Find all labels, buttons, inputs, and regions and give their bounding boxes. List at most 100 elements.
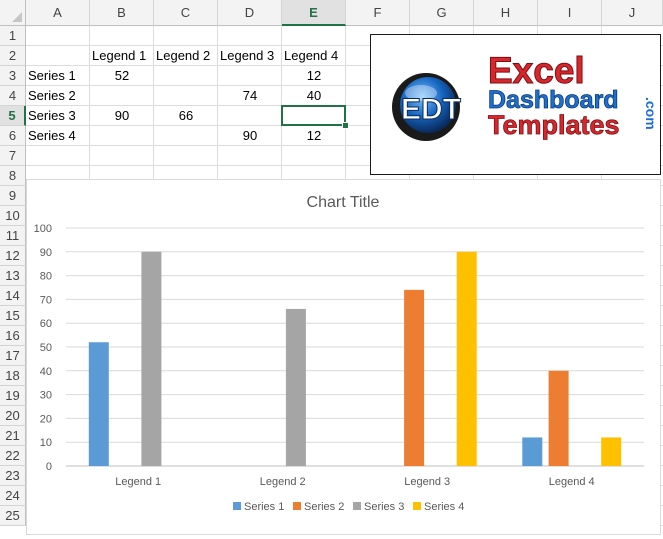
row-header-12[interactable]: 12 (0, 246, 26, 266)
column-header-h[interactable]: H (474, 0, 538, 26)
legend-swatch (353, 502, 361, 510)
row-header-5[interactable]: 5 (0, 106, 26, 126)
logo-line1: Excel (488, 50, 585, 91)
column-header-f[interactable]: F (346, 0, 410, 26)
row-header-2[interactable]: 2 (0, 46, 26, 66)
row-header-14[interactable]: 14 (0, 286, 26, 306)
row-header-4[interactable]: 4 (0, 86, 26, 106)
legend-swatch (293, 502, 301, 510)
logo-suffix: .com (643, 97, 659, 130)
logo-badge-text: EDT (401, 93, 461, 126)
legend-swatch (413, 502, 421, 510)
row-gridline (26, 45, 663, 46)
y-tick-label: 80 (40, 271, 52, 283)
logo-line3: Templates (488, 110, 620, 140)
cell-value[interactable]: 66 (178, 108, 194, 123)
y-tick-label: 10 (40, 437, 52, 449)
row-header-1[interactable]: 1 (0, 26, 26, 46)
row-header-22[interactable]: 22 (0, 446, 26, 466)
excel-dashboard-templates-logo: EDT Excel Dashboard Templates .com (392, 50, 659, 141)
logo-image[interactable]: EDT Excel Dashboard Templates .com (370, 34, 661, 175)
row-header-16[interactable]: 16 (0, 326, 26, 346)
logo-line2: Dashboard (488, 86, 619, 114)
cell-header-4[interactable]: Legend 4 (284, 48, 339, 63)
bar-series-4-legend-4 (601, 437, 622, 466)
x-tick-label: Legend 1 (115, 476, 161, 488)
cell-header-1[interactable]: Legend 1 (92, 48, 147, 63)
row-header-7[interactable]: 7 (0, 146, 26, 166)
row-header-25[interactable]: 25 (0, 506, 26, 526)
x-tick-label: Legend 3 (404, 476, 450, 488)
fill-handle[interactable] (342, 122, 349, 129)
row-gridline (26, 65, 663, 66)
column-header-i[interactable]: I (538, 0, 602, 26)
legend-label: Series 4 (424, 501, 464, 513)
row-header-6[interactable]: 6 (0, 126, 26, 146)
cell-value[interactable]: 90 (242, 128, 258, 143)
row-header-10[interactable]: 10 (0, 206, 26, 226)
y-tick-label: 30 (40, 390, 52, 402)
bar-series-2-legend-3 (404, 289, 425, 466)
cell-value[interactable]: 74 (242, 88, 258, 103)
row-header-20[interactable]: 20 (0, 406, 26, 426)
cell-row-label[interactable]: Series 4 (28, 128, 76, 143)
row-header-11[interactable]: 11 (0, 226, 26, 246)
cell-row-label[interactable]: Series 2 (28, 88, 76, 103)
legend-label: Series 3 (364, 501, 404, 513)
y-tick-label: 0 (46, 461, 52, 473)
column-header-j[interactable]: J (602, 0, 663, 26)
column-header-e[interactable]: E (282, 0, 346, 26)
y-tick-label: 70 (40, 294, 52, 306)
row-header-17[interactable]: 17 (0, 346, 26, 366)
row-header-21[interactable]: 21 (0, 426, 26, 446)
y-tick-label: 20 (40, 413, 52, 425)
cell-value[interactable]: 12 (306, 68, 322, 83)
cell-value[interactable]: 52 (114, 68, 130, 83)
column-header-b[interactable]: B (90, 0, 154, 26)
select-all-button[interactable] (0, 0, 26, 26)
bar-chart: Chart Title 0 10 20 30 40 50 60 70 80 90 100 Legend … (34, 194, 644, 513)
cell-value[interactable]: 90 (114, 108, 130, 123)
cell-value[interactable]: 12 (306, 128, 322, 143)
bar-series-3-legend-2 (285, 308, 306, 466)
row-header-18[interactable]: 18 (0, 366, 26, 386)
cell-row-label[interactable]: Series 3 (28, 108, 76, 123)
legend-label: Series 2 (304, 501, 344, 513)
y-tick-label: 40 (40, 366, 52, 378)
x-tick-label: Legend 2 (260, 476, 306, 488)
row-header-24[interactable]: 24 (0, 486, 26, 506)
bar-series-1-legend-1 (88, 342, 109, 466)
cell-value[interactable]: 40 (306, 88, 322, 103)
bar-series-2-legend-4 (548, 370, 569, 466)
cell-header-3[interactable]: Legend 3 (220, 48, 275, 63)
row-gridline (26, 145, 663, 146)
column-header-c[interactable]: C (154, 0, 218, 26)
column-header-a[interactable]: A (26, 0, 90, 26)
cell-row-label[interactable]: Series 1 (28, 68, 76, 83)
chart-title: Chart Title (307, 194, 380, 211)
row-header-19[interactable]: 19 (0, 386, 26, 406)
column-header-d[interactable]: D (218, 0, 282, 26)
cell-header-2[interactable]: Legend 2 (156, 48, 211, 63)
chart[interactable]: Chart Title 0 10 20 30 40 50 60 70 80 90 100 Legend … (26, 179, 661, 535)
legend-label: Series 1 (244, 501, 284, 513)
y-tick-label: 90 (40, 247, 52, 259)
y-tick-label: 50 (40, 342, 52, 354)
row-header-13[interactable]: 13 (0, 266, 26, 286)
y-tick-label: 60 (40, 318, 52, 330)
bar-series-3-legend-1 (141, 251, 162, 466)
bar-series-4-legend-3 (456, 251, 477, 466)
row-gridline (26, 165, 663, 166)
active-cell-e5[interactable] (281, 105, 346, 126)
row-header-9[interactable]: 9 (0, 186, 26, 206)
y-tick-label: 100 (34, 223, 52, 235)
column-header-g[interactable]: G (410, 0, 474, 26)
row-header-23[interactable]: 23 (0, 466, 26, 486)
row-header-3[interactable]: 3 (0, 66, 26, 86)
row-gridline (26, 85, 663, 86)
legend-swatch (233, 502, 241, 510)
x-tick-label: Legend 4 (549, 476, 595, 488)
row-header-8[interactable]: 8 (0, 166, 26, 186)
row-header-15[interactable]: 15 (0, 306, 26, 326)
